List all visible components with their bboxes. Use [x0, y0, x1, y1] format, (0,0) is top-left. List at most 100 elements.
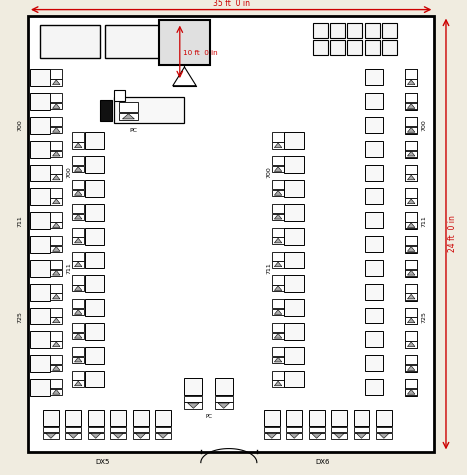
Polygon shape: [274, 381, 282, 386]
Bar: [286, 410, 302, 426]
Bar: [85, 347, 104, 363]
Bar: [85, 133, 104, 149]
Bar: [331, 433, 347, 439]
Bar: [50, 198, 62, 205]
Bar: [110, 410, 126, 426]
Polygon shape: [75, 167, 82, 171]
Bar: [272, 238, 284, 244]
Bar: [405, 198, 417, 205]
Polygon shape: [274, 238, 282, 243]
Bar: [65, 427, 81, 432]
Bar: [405, 379, 417, 396]
Bar: [405, 212, 417, 229]
Bar: [309, 410, 325, 426]
Bar: [88, 433, 104, 439]
Bar: [72, 133, 84, 142]
Polygon shape: [289, 433, 299, 438]
Polygon shape: [52, 199, 60, 204]
Bar: [376, 410, 392, 426]
Polygon shape: [158, 433, 168, 438]
Bar: [50, 246, 62, 252]
Polygon shape: [68, 433, 78, 438]
Bar: [405, 79, 417, 86]
Bar: [50, 141, 62, 150]
Bar: [365, 284, 383, 300]
Polygon shape: [52, 223, 60, 228]
Bar: [405, 141, 417, 150]
Bar: [119, 113, 138, 120]
Bar: [50, 222, 62, 228]
Bar: [28, 16, 434, 452]
Polygon shape: [407, 294, 415, 299]
Polygon shape: [407, 270, 415, 275]
Bar: [365, 117, 383, 133]
Bar: [405, 212, 417, 221]
Bar: [184, 396, 202, 402]
Bar: [365, 189, 383, 204]
Bar: [405, 189, 417, 205]
Bar: [114, 97, 184, 123]
Bar: [309, 427, 325, 432]
Bar: [72, 285, 84, 292]
Bar: [347, 23, 362, 38]
Bar: [184, 402, 202, 409]
Bar: [272, 299, 284, 308]
Bar: [272, 156, 284, 165]
Bar: [376, 427, 392, 432]
Bar: [50, 270, 62, 276]
Bar: [50, 174, 62, 181]
Bar: [405, 270, 417, 276]
Bar: [272, 251, 284, 261]
Bar: [30, 260, 50, 277]
Text: 700: 700: [67, 166, 71, 178]
Polygon shape: [407, 366, 415, 370]
Polygon shape: [407, 199, 415, 204]
Bar: [272, 180, 284, 190]
Bar: [272, 285, 284, 292]
Bar: [405, 236, 417, 246]
Bar: [50, 117, 62, 126]
Bar: [405, 151, 417, 157]
Bar: [365, 332, 383, 347]
Bar: [85, 228, 104, 245]
Polygon shape: [113, 433, 123, 438]
Bar: [405, 389, 417, 395]
Text: 700: 700: [18, 120, 22, 131]
Polygon shape: [52, 247, 60, 251]
Bar: [405, 260, 417, 269]
Polygon shape: [75, 143, 82, 148]
Bar: [272, 323, 284, 332]
Bar: [331, 427, 347, 432]
Bar: [365, 307, 383, 323]
Bar: [354, 410, 369, 426]
Bar: [110, 433, 126, 439]
Bar: [30, 236, 50, 253]
Bar: [155, 427, 171, 432]
Bar: [405, 117, 417, 126]
Bar: [405, 127, 417, 133]
Bar: [347, 40, 362, 55]
Bar: [405, 307, 417, 317]
Bar: [133, 433, 149, 439]
Bar: [365, 212, 383, 228]
Polygon shape: [407, 390, 415, 394]
Bar: [85, 251, 104, 268]
Bar: [50, 79, 62, 86]
Bar: [405, 294, 417, 300]
Bar: [72, 251, 84, 261]
Bar: [272, 332, 284, 339]
Bar: [405, 355, 417, 372]
Bar: [405, 355, 417, 364]
Bar: [50, 307, 62, 317]
Bar: [50, 317, 62, 323]
Polygon shape: [356, 433, 367, 438]
Bar: [30, 93, 50, 110]
Bar: [72, 156, 84, 165]
Bar: [365, 236, 383, 252]
Polygon shape: [75, 333, 82, 338]
Bar: [405, 332, 417, 341]
Bar: [88, 427, 104, 432]
Bar: [405, 307, 417, 324]
Polygon shape: [52, 175, 60, 180]
Polygon shape: [311, 433, 322, 438]
